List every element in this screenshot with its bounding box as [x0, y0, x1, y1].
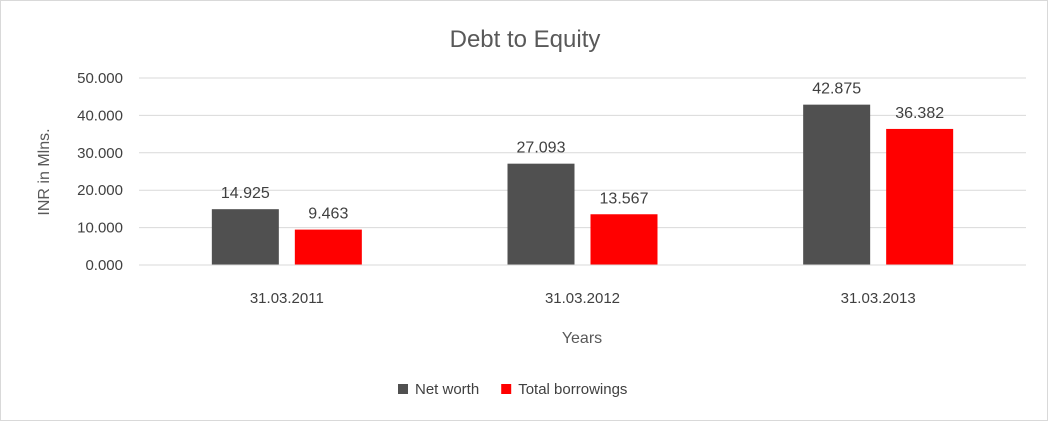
bars [211, 104, 954, 266]
data-label: 27.093 [517, 140, 566, 157]
bar-total-borrowings [590, 214, 658, 265]
y-axis-ticks: 0.000 10.000 20.000 30.000 40.000 50.000 [77, 70, 123, 274]
data-label: 14.925 [221, 185, 270, 202]
chart-title: Debt to Equity [450, 26, 601, 53]
y-tick-label: 30.000 [77, 145, 123, 162]
data-labels: 14.925 9.463 27.093 13.567 42.875 36.382 [221, 81, 944, 223]
legend-label: Total borrowings [518, 381, 627, 398]
bar-net-worth [211, 209, 279, 265]
y-tick-label: 40.000 [77, 107, 123, 124]
y-axis-title: INR in Mlns. [36, 128, 53, 215]
x-axis-title: Years [562, 330, 602, 347]
bar-net-worth [507, 163, 575, 265]
x-tick-label: 31.03.2013 [841, 290, 916, 307]
legend: Net worth Total borrowings [398, 381, 627, 398]
x-tick-label: 31.03.2011 [250, 290, 324, 307]
legend-swatch [501, 384, 512, 394]
x-axis-ticks: 31.03.2011 31.03.2012 31.03.2013 [250, 290, 916, 307]
data-label: 9.463 [308, 206, 348, 223]
y-tick-label: 0.000 [85, 257, 123, 274]
bar-total-borrowings [294, 229, 362, 265]
legend-label: Net worth [415, 381, 479, 398]
y-tick-label: 50.000 [77, 70, 123, 87]
grid-layer [139, 77, 1026, 229]
legend-swatch [398, 384, 408, 394]
bar-net-worth [803, 104, 871, 266]
data-label: 42.875 [812, 81, 861, 98]
data-label: 13.567 [600, 190, 649, 207]
data-label: 36.382 [895, 105, 944, 122]
y-tick-label: 20.000 [77, 182, 123, 199]
y-tick-label: 10.000 [77, 220, 123, 237]
x-tick-label: 31.03.2012 [545, 290, 620, 307]
bar-total-borrowings [886, 128, 954, 265]
